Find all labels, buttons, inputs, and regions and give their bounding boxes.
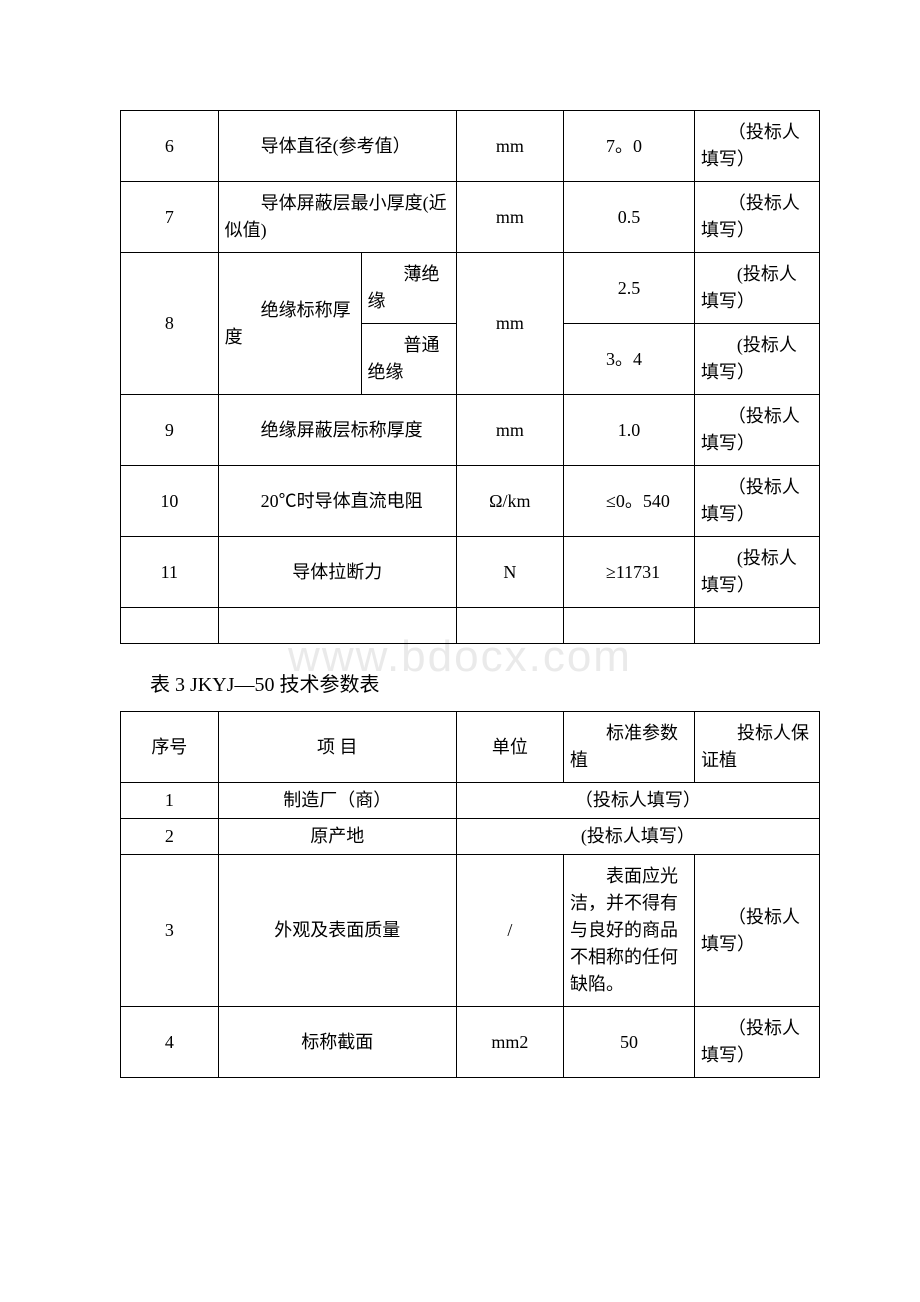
cell-std: 表面应光洁，并不得有与良好的商品不相称的任何缺陷。 [563,855,694,1007]
table-row: 4 标称截面 mm2 50 （投标人填写） [121,1007,820,1078]
table-1: 6 导体直径(参考值） mm 7。0 （投标人填写） 7 导体屏蔽层最小厚度(近… [120,110,820,644]
cell-bid: （投标人填写） [694,395,819,466]
cell-unit: Ω/km [456,466,563,537]
cell-std: 1.0 [563,395,694,466]
table-row: 2 原产地 (投标人填写） [121,819,820,855]
cell-std: 2.5 [563,253,694,324]
header-bid: 投标人保证植 [694,712,819,783]
cell-item: 20℃时导体直流电阻 [218,466,456,537]
cell-unit: mm2 [456,1007,563,1078]
header-unit: 单位 [456,712,563,783]
cell-item: 原产地 [218,819,456,855]
cell-seq: 3 [121,855,219,1007]
table-row-empty [121,608,820,644]
table-row: 9 绝缘屏蔽层标称厚度 mm 1.0 （投标人填写） [121,395,820,466]
table-2: 序号 项 目 单位 标准参数植 投标人保证植 1 制造厂（商） （投标人填写） … [120,711,820,1078]
cell-item: 导体屏蔽层最小厚度(近似值) [218,182,456,253]
table-row: 11 导体拉断力 N ≥11731 (投标人填写） [121,537,820,608]
cell-item: 标称截面 [218,1007,456,1078]
table-row: 10 20℃时导体直流电阻 Ω/km ≤0。540 （投标人填写） [121,466,820,537]
page-content: 6 导体直径(参考值） mm 7。0 （投标人填写） 7 导体屏蔽层最小厚度(近… [120,110,820,1078]
cell-bid: （投标人填写） [694,466,819,537]
cell-seq: 8 [121,253,219,395]
table-row: 8 绝缘标称厚度 薄绝缘 mm 2.5 (投标人填写） [121,253,820,324]
cell-std: 0.5 [563,182,694,253]
table-row: 3 外观及表面质量 / 表面应光洁，并不得有与良好的商品不相称的任何缺陷。 （投… [121,855,820,1007]
cell-seq: 10 [121,466,219,537]
cell-item: 外观及表面质量 [218,855,456,1007]
cell-merged: （投标人填写） [456,783,819,819]
cell-item: 导体拉断力 [218,537,456,608]
cell-item: 导体直径(参考值） [218,111,456,182]
cell-std: ≤0。540 [563,466,694,537]
cell-empty [456,608,563,644]
cell-seq: 11 [121,537,219,608]
cell-empty [563,608,694,644]
cell-empty [121,608,219,644]
cell-unit: / [456,855,563,1007]
cell-unit: mm [456,111,563,182]
cell-std: 7。0 [563,111,694,182]
table-row: 6 导体直径(参考值） mm 7。0 （投标人填写） [121,111,820,182]
header-std: 标准参数植 [563,712,694,783]
header-item: 项 目 [218,712,456,783]
cell-std: 3。4 [563,324,694,395]
cell-seq: 2 [121,819,219,855]
cell-seq: 9 [121,395,219,466]
cell-std: ≥11731 [563,537,694,608]
cell-sub: 普通绝缘 [361,324,456,395]
cell-seq: 4 [121,1007,219,1078]
cell-empty [218,608,456,644]
cell-item: 制造厂（商） [218,783,456,819]
cell-bid: （投标人填写） [694,111,819,182]
table-header-row: 序号 项 目 单位 标准参数植 投标人保证植 [121,712,820,783]
cell-sub: 薄绝缘 [361,253,456,324]
cell-unit: mm [456,182,563,253]
cell-bid: （投标人填写） [694,855,819,1007]
cell-seq: 1 [121,783,219,819]
cell-empty [694,608,819,644]
cell-unit: mm [456,253,563,395]
cell-seq: 6 [121,111,219,182]
cell-seq: 7 [121,182,219,253]
cell-item: 绝缘标称厚度 [218,253,361,395]
cell-bid: (投标人填写） [694,253,819,324]
cell-unit: N [456,537,563,608]
cell-bid: (投标人填写） [694,537,819,608]
cell-bid: （投标人填写） [694,182,819,253]
cell-bid: （投标人填写） [694,1007,819,1078]
cell-merged: (投标人填写） [456,819,819,855]
table-row: 1 制造厂（商） （投标人填写） [121,783,820,819]
cell-bid: (投标人填写） [694,324,819,395]
table-caption: 表 3 JKYJ—50 技术参数表 [150,668,820,697]
table-row: 7 导体屏蔽层最小厚度(近似值) mm 0.5 （投标人填写） [121,182,820,253]
cell-std: 50 [563,1007,694,1078]
cell-unit: mm [456,395,563,466]
header-seq: 序号 [121,712,219,783]
cell-item: 绝缘屏蔽层标称厚度 [218,395,456,466]
